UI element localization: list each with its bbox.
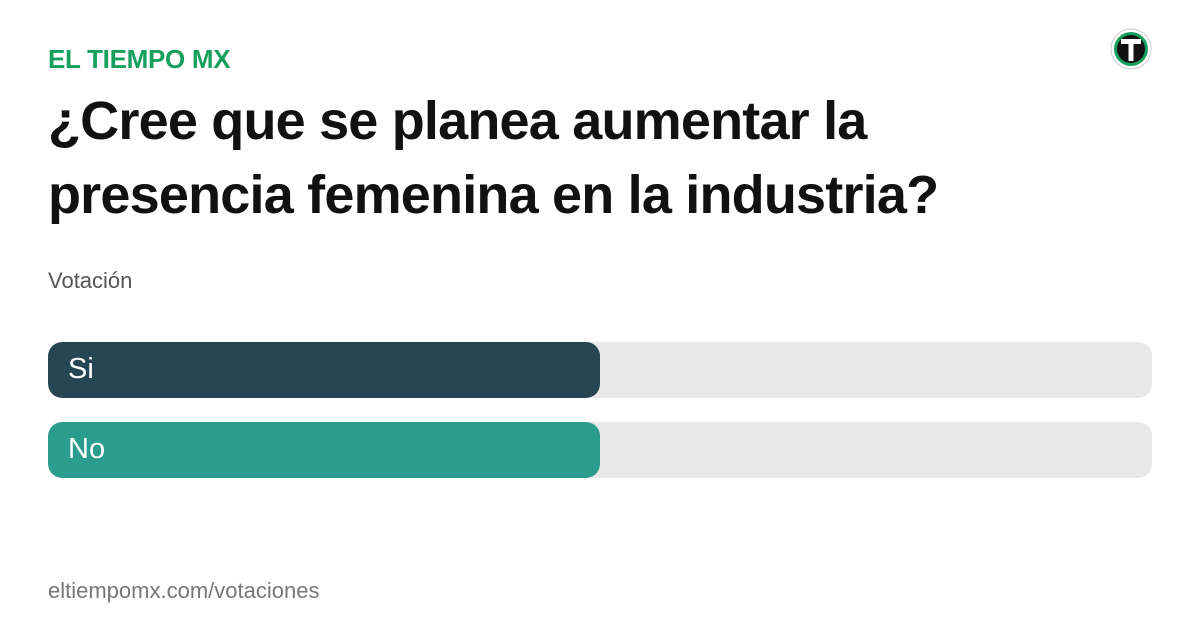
bar-track: Si xyxy=(48,342,1152,398)
bar xyxy=(48,422,600,478)
logo xyxy=(1110,28,1152,70)
bar-label: No xyxy=(68,433,106,465)
title: ¿Cree que se planea aumentar la presenci… xyxy=(48,91,939,225)
subtitle: Votación xyxy=(48,268,133,293)
bar-track: No xyxy=(48,422,1152,478)
bar-label: Si xyxy=(68,353,94,385)
brand: EL TIEMPO MX xyxy=(48,44,231,74)
bar xyxy=(48,342,600,398)
footer-url: eltiempomx.com/votaciones xyxy=(48,578,320,603)
